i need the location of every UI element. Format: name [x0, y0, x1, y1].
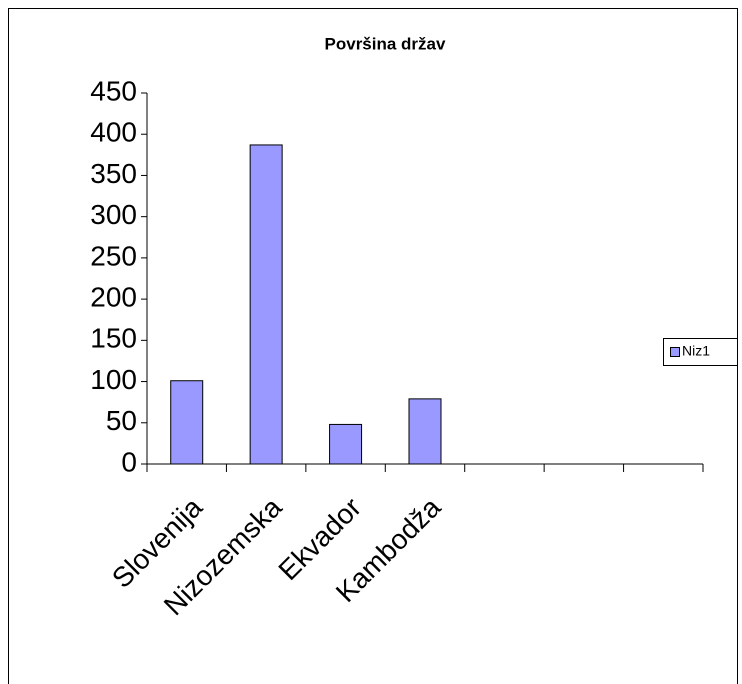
y-tick-label: 450	[90, 75, 137, 106]
y-tick-label: 250	[90, 240, 137, 271]
bar	[249, 144, 283, 465]
chart-frame	[8, 8, 738, 684]
y-tick-label: 350	[90, 158, 137, 189]
y-tick-label: 50	[106, 405, 137, 436]
y-tick-label: 400	[90, 117, 137, 148]
bar	[170, 380, 204, 465]
legend-swatch	[670, 347, 680, 357]
y-tick-label: 100	[90, 364, 137, 395]
chart-title: Površina držav	[325, 34, 446, 53]
bar	[408, 398, 442, 465]
y-tick-label: 150	[90, 323, 137, 354]
bar	[329, 423, 363, 465]
y-tick-label: 0	[121, 446, 137, 477]
y-tick-label: 200	[90, 282, 137, 313]
y-tick-label: 300	[90, 199, 137, 230]
legend-label: Niz1	[682, 343, 710, 359]
